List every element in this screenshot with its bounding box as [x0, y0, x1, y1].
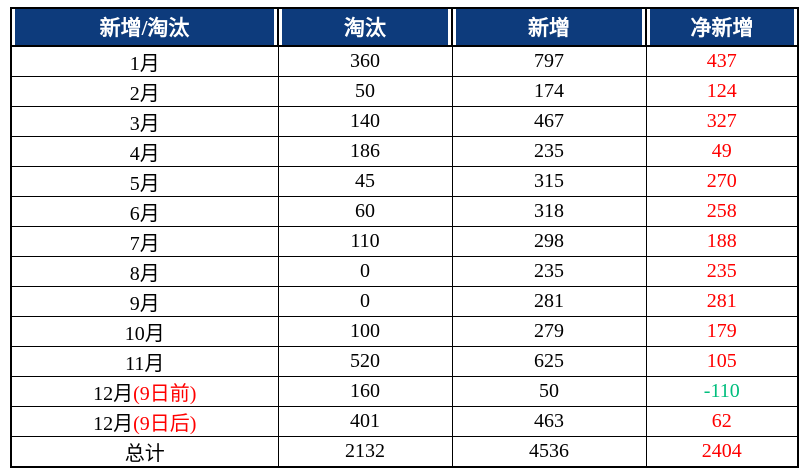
month-label: 总计	[124, 443, 165, 465]
added-value-cell: 463	[451, 406, 647, 437]
month-label-cell: 4月	[10, 136, 279, 167]
month-label-cell: 12月(9日前)	[10, 376, 279, 407]
eliminated-value-cell: 360	[277, 45, 453, 77]
month-label-cell: 总计	[10, 436, 279, 468]
eliminated-value-cell: 0	[277, 256, 453, 287]
eliminated-value-cell: 110	[277, 226, 453, 257]
table-row: 7月 110 298 188	[10, 226, 799, 257]
added-value-cell: 281	[451, 286, 647, 317]
net-added-value-cell: 327	[645, 106, 799, 137]
month-label-cell: 7月	[10, 226, 279, 257]
month-label-note: (9日后)	[133, 413, 197, 435]
month-label: 12月	[93, 413, 134, 435]
table-row: 4月 186 235 49	[10, 136, 799, 167]
month-label-cell: 5月	[10, 166, 279, 197]
table-row: 11月 520 625 105	[10, 346, 799, 377]
eliminated-value-cell: 140	[277, 106, 453, 137]
net-added-value-cell: 49	[645, 136, 799, 167]
month-label: 3月	[129, 113, 160, 135]
added-value-cell: 315	[451, 166, 647, 197]
table-row: 12月(9日后) 401 463 62	[10, 406, 799, 437]
eliminated-value-cell: 401	[277, 406, 453, 437]
added-value-cell: 625	[451, 346, 647, 377]
column-header-eliminated: 淘汰	[277, 7, 453, 47]
eliminated-value-cell: 60	[277, 196, 453, 227]
month-label-cell: 10月	[10, 316, 279, 347]
added-value-cell: 797	[451, 45, 647, 77]
added-value-cell: 279	[451, 316, 647, 347]
table-row: 5月 45 315 270	[10, 166, 799, 197]
eliminated-value-cell: 50	[277, 76, 453, 107]
added-value-cell: 298	[451, 226, 647, 257]
table-body: 1月 360 797 437 2月 50 174 124 3月 140 467 327 4月 186 235…	[10, 45, 799, 468]
table-row: 2月 50 174 124	[10, 76, 799, 107]
month-label-cell: 9月	[10, 286, 279, 317]
added-value-cell: 50	[451, 376, 647, 407]
added-value-cell: 235	[451, 256, 647, 287]
net-added-value-cell: 124	[645, 76, 799, 107]
eliminated-value-cell: 45	[277, 166, 453, 197]
month-label: 10月	[124, 323, 165, 345]
table-row: 3月 140 467 327	[10, 106, 799, 137]
net-added-value-cell: 188	[645, 226, 799, 257]
added-value-cell: 318	[451, 196, 647, 227]
month-label: 5月	[129, 173, 160, 195]
table-header: 新增/淘汰 淘汰 新增 净新增	[10, 7, 799, 47]
net-added-value-cell: 105	[645, 346, 799, 377]
month-label: 7月	[129, 233, 160, 255]
table-header-row: 新增/淘汰 淘汰 新增 净新增	[10, 7, 799, 47]
net-added-value-cell: 258	[645, 196, 799, 227]
month-label: 8月	[129, 263, 160, 285]
net-added-value-cell: 2404	[645, 436, 799, 468]
eliminated-value-cell: 2132	[277, 436, 453, 468]
eliminated-value-cell: 0	[277, 286, 453, 317]
month-label-cell: 8月	[10, 256, 279, 287]
table-row: 总计 2132 4536 2404	[10, 436, 799, 468]
net-added-value-cell: 437	[645, 45, 799, 77]
eliminated-value-cell: 186	[277, 136, 453, 167]
added-value-cell: 467	[451, 106, 647, 137]
added-value-cell: 4536	[451, 436, 647, 468]
net-added-value-cell: 62	[645, 406, 799, 437]
net-added-value-cell: -110	[645, 376, 799, 407]
added-value-cell: 235	[451, 136, 647, 167]
net-added-value-cell: 281	[645, 286, 799, 317]
table-row: 6月 60 318 258	[10, 196, 799, 227]
month-label: 9月	[129, 293, 160, 315]
net-added-value-cell: 235	[645, 256, 799, 287]
table-row: 12月(9日前) 160 50 -110	[10, 376, 799, 407]
column-header-month: 新增/淘汰	[10, 7, 279, 47]
month-label-cell: 11月	[10, 346, 279, 377]
table-row: 10月 100 279 179	[10, 316, 799, 347]
month-label: 11月	[125, 353, 165, 375]
month-label-cell: 6月	[10, 196, 279, 227]
monthly-add-eliminate-table: 新增/淘汰 淘汰 新增 净新增 1月 360 797 437 2月 50 174 124 3月 140 4…	[10, 7, 799, 468]
added-value-cell: 174	[451, 76, 647, 107]
table-row: 1月 360 797 437	[10, 45, 799, 77]
table-row: 9月 0 281 281	[10, 286, 799, 317]
month-label: 6月	[129, 203, 160, 225]
month-label-note: (9日前)	[133, 383, 197, 405]
eliminated-value-cell: 100	[277, 316, 453, 347]
monthly-add-eliminate-table-container: 新增/淘汰 淘汰 新增 净新增 1月 360 797 437 2月 50 174 124 3月 140 4…	[10, 7, 799, 468]
month-label: 1月	[129, 53, 160, 75]
month-label-cell: 1月	[10, 45, 279, 77]
month-label-cell: 2月	[10, 76, 279, 107]
net-added-value-cell: 179	[645, 316, 799, 347]
table-row: 8月 0 235 235	[10, 256, 799, 287]
month-label-cell: 3月	[10, 106, 279, 137]
month-label: 12月	[93, 383, 134, 405]
net-added-value-cell: 270	[645, 166, 799, 197]
month-label-cell: 12月(9日后)	[10, 406, 279, 437]
column-header-net: 净新增	[645, 7, 799, 47]
eliminated-value-cell: 520	[277, 346, 453, 377]
month-label: 2月	[129, 83, 160, 105]
month-label: 4月	[129, 143, 160, 165]
column-header-added: 新增	[451, 7, 647, 47]
eliminated-value-cell: 160	[277, 376, 453, 407]
